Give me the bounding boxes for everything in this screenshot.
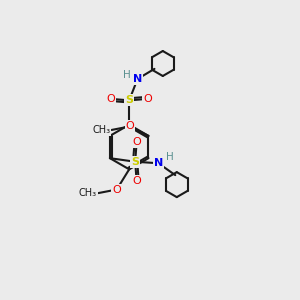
Text: H: H (166, 152, 173, 162)
Text: CH₃: CH₃ (79, 188, 97, 198)
Text: CH₃: CH₃ (92, 125, 110, 135)
Text: O: O (143, 94, 152, 104)
Text: O: O (132, 176, 141, 186)
Text: S: S (125, 95, 133, 105)
Text: O: O (106, 94, 115, 104)
Text: N: N (154, 158, 163, 168)
Text: S: S (131, 157, 139, 167)
Text: O: O (126, 122, 134, 131)
Text: H: H (123, 70, 131, 80)
Text: O: O (132, 137, 141, 147)
Text: N: N (133, 74, 142, 84)
Text: O: O (112, 184, 121, 194)
